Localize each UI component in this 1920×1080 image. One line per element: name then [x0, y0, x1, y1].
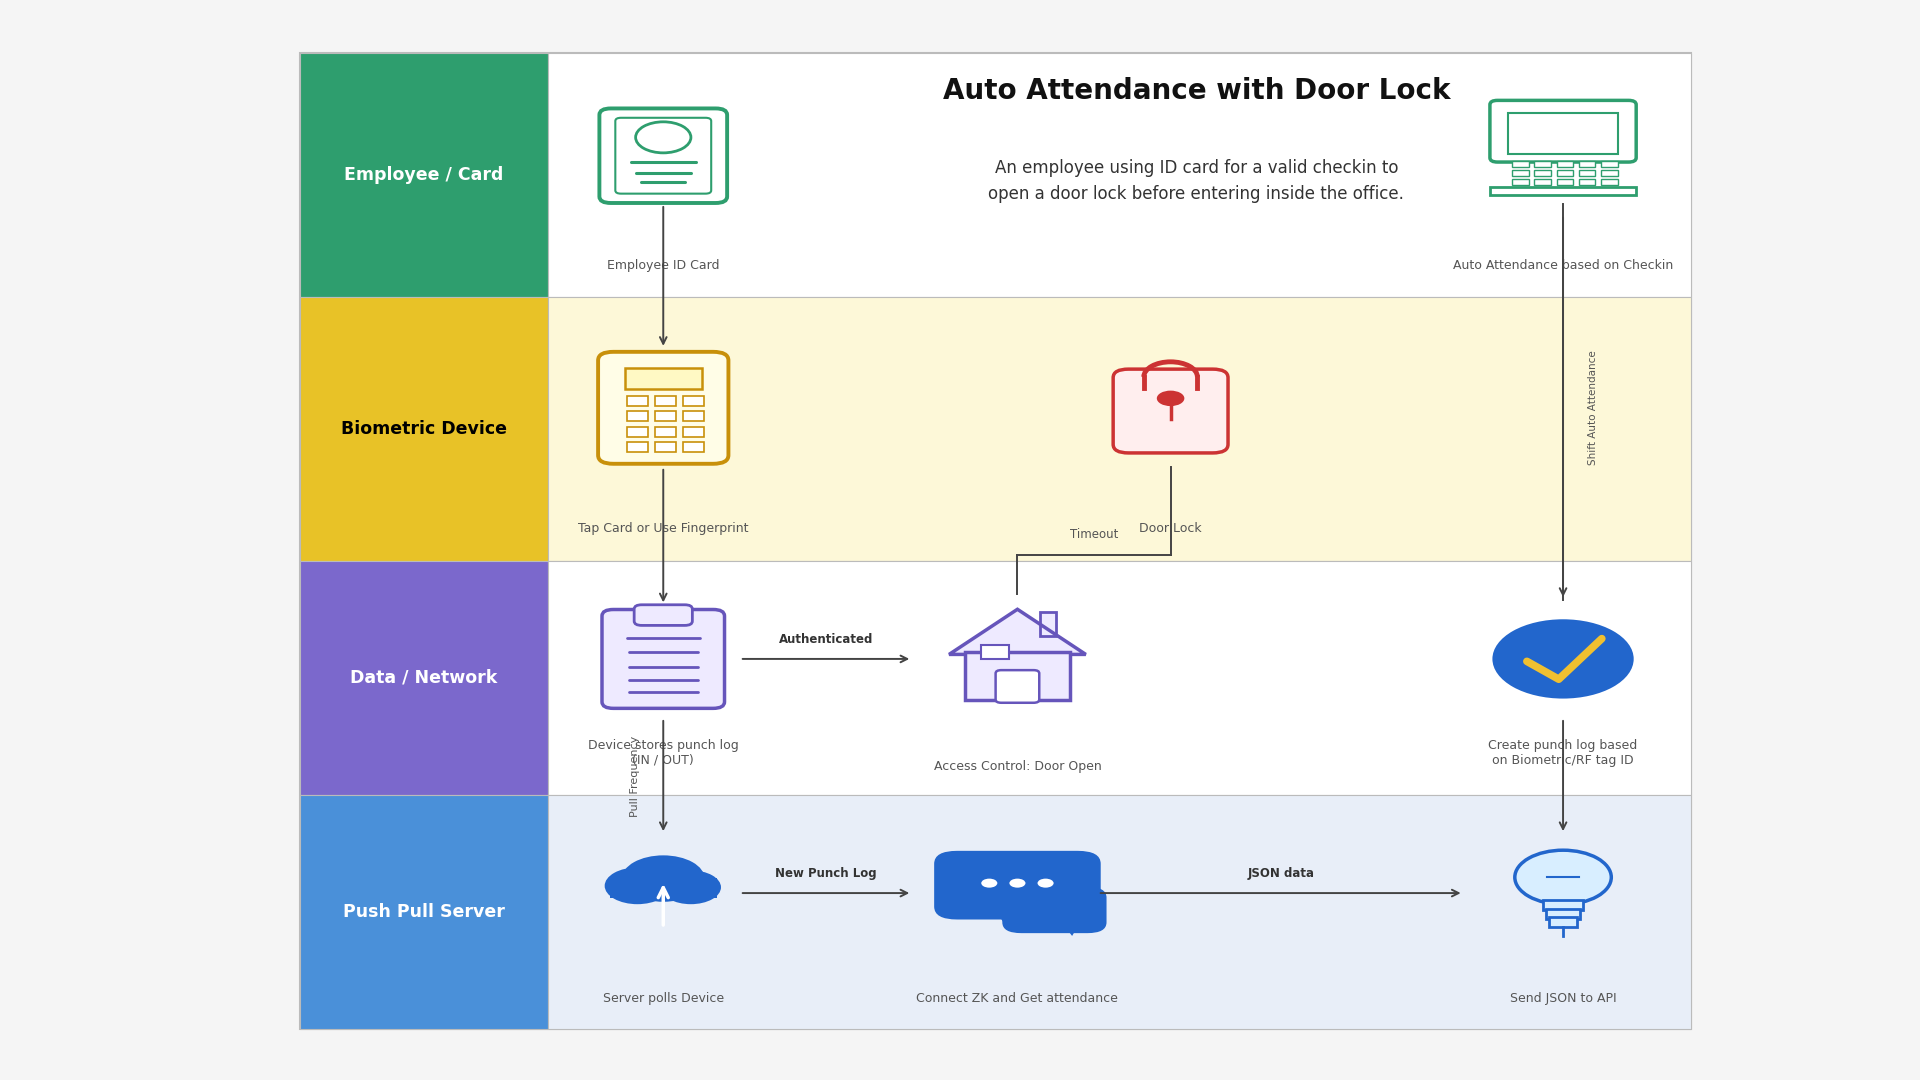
Text: Data / Network: Data / Network [349, 669, 497, 687]
Bar [1544, 901, 1584, 910]
Bar [1513, 179, 1528, 185]
Bar [684, 411, 705, 421]
Bar [1513, 161, 1528, 167]
Text: Send JSON to API: Send JSON to API [1509, 991, 1617, 1004]
Circle shape [1492, 619, 1634, 699]
Bar [966, 652, 1069, 700]
Bar [1578, 179, 1596, 185]
Bar [300, 795, 549, 1029]
Text: Access Control: Door Open: Access Control: Door Open [933, 760, 1102, 773]
Bar [611, 878, 716, 897]
Bar [549, 561, 1692, 795]
Circle shape [1515, 850, 1611, 904]
Text: An employee using ID card for a valid checkin to
open a door lock before enterin: An employee using ID card for a valid ch… [989, 159, 1404, 203]
Bar [1513, 170, 1528, 176]
Circle shape [1010, 879, 1025, 888]
Bar [628, 411, 647, 421]
Bar [1557, 161, 1572, 167]
Bar [655, 396, 676, 406]
FancyBboxPatch shape [599, 108, 728, 203]
Bar [684, 442, 705, 453]
Text: JSON data: JSON data [1248, 867, 1313, 880]
Bar [300, 53, 1692, 1029]
Text: Biometric Device: Biometric Device [342, 420, 507, 437]
Bar [1509, 112, 1619, 153]
Text: Auto Attendance based on Checkin: Auto Attendance based on Checkin [1453, 259, 1672, 272]
Text: Device stores punch log
(IN / OUT): Device stores punch log (IN / OUT) [588, 739, 739, 767]
Bar [1490, 187, 1636, 194]
Bar [628, 396, 647, 406]
Bar [1534, 179, 1551, 185]
Bar [1557, 170, 1572, 176]
Bar [1041, 611, 1056, 636]
Circle shape [660, 870, 722, 904]
Text: Create punch log based
on Biometric/RF tag ID: Create punch log based on Biometric/RF t… [1488, 739, 1638, 767]
Text: Push Pull Server: Push Pull Server [344, 903, 505, 921]
FancyBboxPatch shape [1114, 369, 1229, 453]
Text: Tap Card or Use Fingerprint: Tap Card or Use Fingerprint [578, 523, 749, 536]
Bar [1557, 179, 1572, 185]
Polygon shape [948, 609, 1087, 654]
Text: Server polls Device: Server polls Device [603, 991, 724, 1004]
FancyBboxPatch shape [1002, 887, 1106, 933]
Bar [684, 427, 705, 436]
Circle shape [1037, 879, 1054, 888]
Bar [549, 297, 1692, 561]
Text: Timeout: Timeout [1069, 528, 1117, 541]
Bar [684, 396, 705, 406]
Bar [300, 53, 549, 297]
Circle shape [981, 879, 996, 888]
Bar [1534, 161, 1551, 167]
Bar [1549, 917, 1576, 928]
Text: Shift Auto Attendance: Shift Auto Attendance [1588, 350, 1597, 464]
FancyBboxPatch shape [599, 352, 728, 463]
Bar [1601, 170, 1619, 176]
Bar [1041, 611, 1056, 636]
Circle shape [622, 855, 705, 902]
FancyBboxPatch shape [996, 671, 1039, 703]
Text: Employee / Card: Employee / Card [344, 166, 503, 185]
Polygon shape [993, 906, 1021, 926]
Bar [628, 442, 647, 453]
Bar [1546, 909, 1580, 919]
Bar [1534, 170, 1551, 176]
Bar [549, 795, 1692, 1029]
FancyBboxPatch shape [1490, 100, 1636, 162]
Bar [628, 427, 647, 436]
Bar [1578, 161, 1596, 167]
Text: Authenticated: Authenticated [780, 633, 874, 646]
Bar [655, 411, 676, 421]
Bar [300, 561, 549, 795]
Text: Auto Attendance with Door Lock: Auto Attendance with Door Lock [943, 77, 1450, 105]
Bar [1578, 170, 1596, 176]
Circle shape [605, 867, 670, 904]
Bar [655, 427, 676, 436]
FancyBboxPatch shape [603, 609, 724, 708]
Text: Employee ID Card: Employee ID Card [607, 259, 720, 272]
FancyBboxPatch shape [634, 605, 693, 625]
Text: New Punch Log: New Punch Log [776, 867, 877, 880]
Text: Connect ZK and Get attendance: Connect ZK and Get attendance [916, 991, 1117, 1004]
Bar [549, 53, 1692, 297]
Polygon shape [1062, 922, 1081, 936]
Bar [624, 368, 703, 389]
Bar [1601, 161, 1619, 167]
Text: Door Lock: Door Lock [1139, 523, 1202, 536]
Bar [655, 442, 676, 453]
FancyBboxPatch shape [935, 851, 1100, 919]
Text: Pull Frequency: Pull Frequency [630, 735, 639, 816]
Bar [981, 646, 1010, 659]
Circle shape [1158, 391, 1185, 406]
Bar [300, 297, 549, 561]
Bar [1601, 179, 1619, 185]
